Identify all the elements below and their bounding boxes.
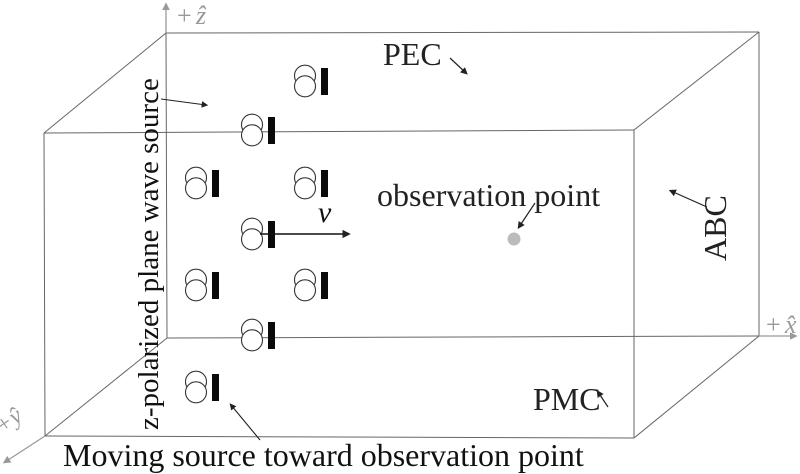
svg-text:ẑ: ẑ [195,1,207,30]
svg-text:PMC: PMC [533,381,601,417]
svg-text:z-polarized plane wave source: z-polarized plane wave source [133,78,165,430]
svg-text:x̂: x̂ [784,310,797,339]
svg-text:Moving source toward observati: Moving source toward observation point [63,437,584,473]
svg-text:v: v [318,196,332,229]
svg-text:+: + [177,1,192,30]
svg-text:+: + [766,310,781,339]
svg-text:observation point: observation point [377,177,600,213]
svg-text:PEC: PEC [383,36,442,72]
